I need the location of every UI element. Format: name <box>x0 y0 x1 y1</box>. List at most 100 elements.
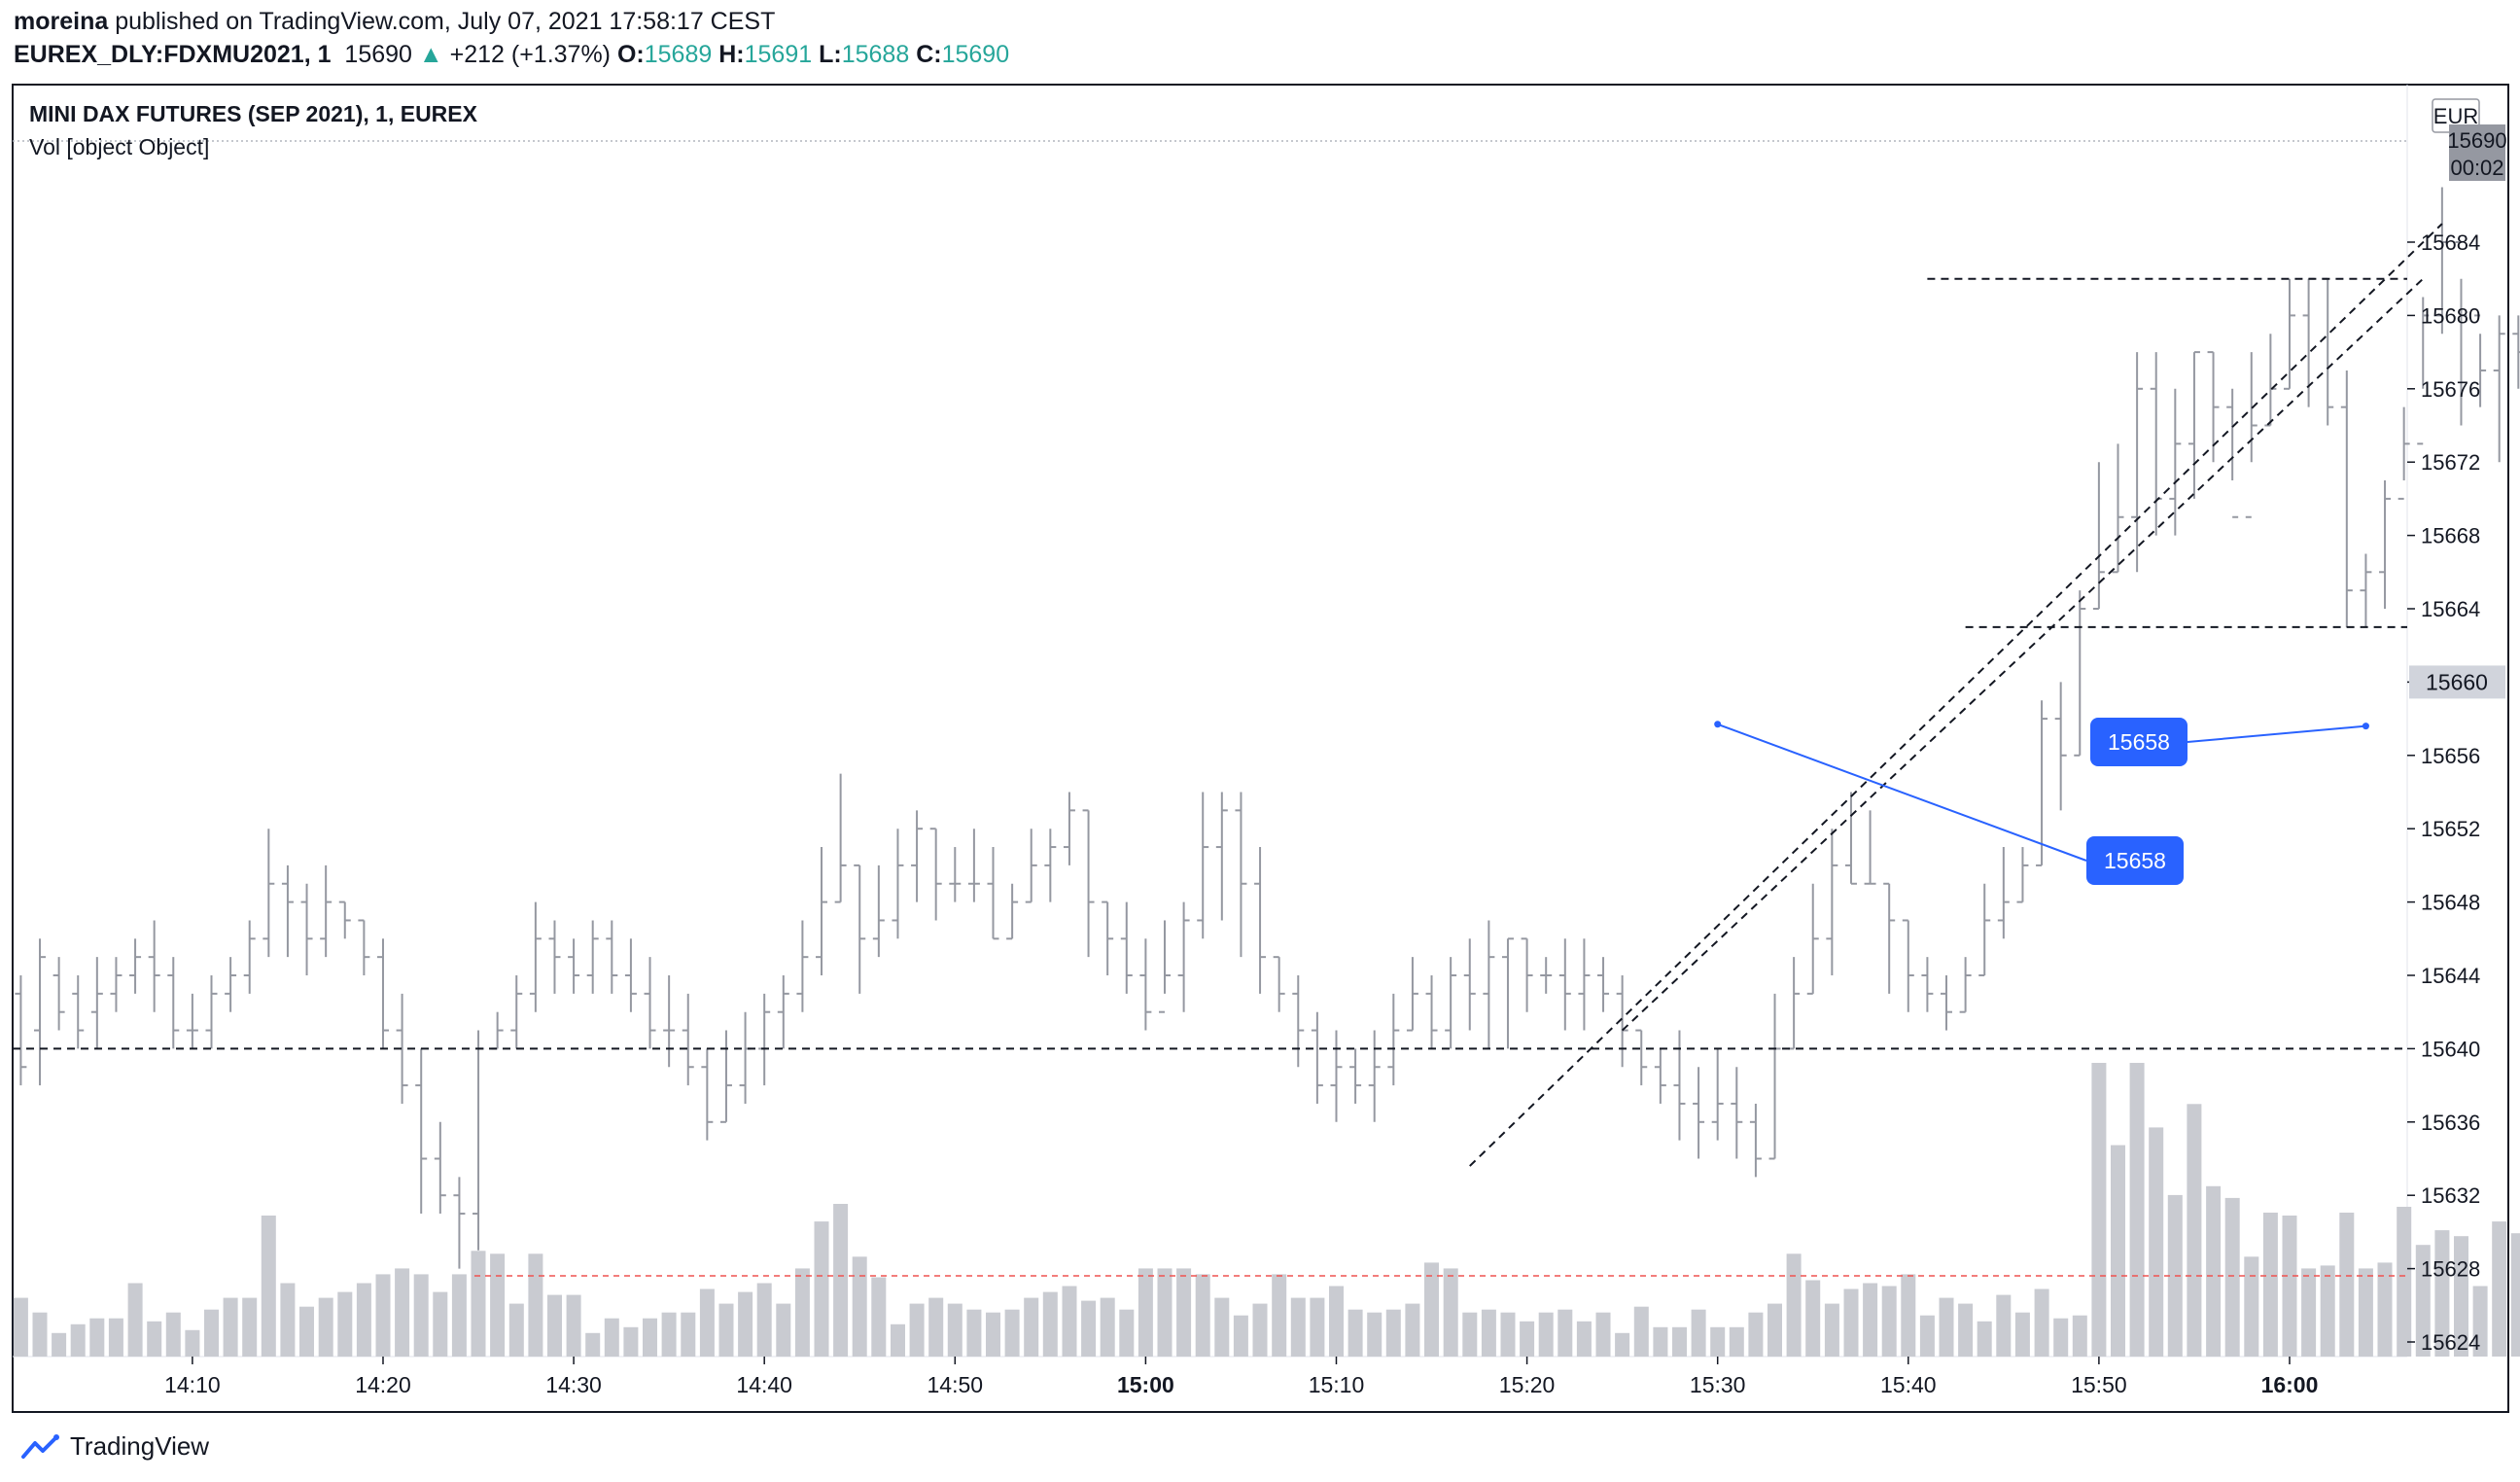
y-tick-label: 15680 <box>2421 303 2480 328</box>
chart-frame <box>12 84 2509 1413</box>
ohlc-bar <box>1978 883 1991 976</box>
volume-bar <box>2454 1236 2468 1357</box>
volume-bar <box>508 1303 524 1357</box>
volume-bar <box>413 1274 429 1357</box>
ohlc-bar <box>929 828 942 921</box>
volume-bar <box>1672 1326 1687 1357</box>
ohlc-bar <box>129 938 142 994</box>
ohlc-bar <box>1044 829 1057 902</box>
x-tick-label: 14:20 <box>355 1372 411 1397</box>
volume-bar <box>2301 1268 2317 1357</box>
volume-bar <box>147 1321 162 1357</box>
ohlc-bar <box>739 1011 752 1104</box>
volume-bar <box>947 1303 962 1357</box>
volume-bar <box>1710 1326 1726 1357</box>
volume-bar <box>1462 1312 1478 1357</box>
open-value: 15689 <box>644 41 713 68</box>
y-tick-label: 15644 <box>2421 964 2480 988</box>
volume-bar <box>471 1251 486 1357</box>
ohlc-bar <box>415 1048 428 1215</box>
volume-bar <box>204 1309 219 1357</box>
price-axis[interactable]: 15624 15628 15632 15636 15640 15644 15648 15652… <box>2407 230 2480 1355</box>
volume-bar <box>2091 1063 2107 1357</box>
ohlc-bar <box>949 847 962 902</box>
callout-b[interactable]: 15658 <box>2090 718 2188 766</box>
volume-bar <box>2397 1207 2412 1357</box>
y-tick-label: 15676 <box>2421 377 2480 402</box>
ohlc-bar <box>2054 682 2067 811</box>
x-tick-label: 15:30 <box>1690 1372 1746 1397</box>
volume-bar <box>966 1309 982 1357</box>
last-price-tag: 15690 00:02 <box>2447 124 2507 181</box>
ohlc-bar <box>376 938 389 1049</box>
legend-title[interactable]: MINI DAX FUTURES (SEP 2021), 1, EUREX <box>29 101 477 126</box>
ohlc-bar <box>1102 900 1114 975</box>
volume-bar <box>1939 1297 1954 1357</box>
ohlc-bar <box>2417 297 2430 445</box>
publish-info: moreina published on TradingView.com, Ju… <box>14 8 775 36</box>
legend-volume[interactable]: Vol [object Object] <box>29 134 210 159</box>
y-tick-label: 15656 <box>2421 744 2480 768</box>
x-tick-label: 15:40 <box>1880 1372 1937 1397</box>
volume-bar <box>70 1323 86 1357</box>
volume-bar <box>280 1283 296 1357</box>
ohlc-bar <box>2036 700 2048 866</box>
ohlc-bar <box>167 957 180 1049</box>
volume-bar <box>185 1329 200 1357</box>
y-tick-label: 15640 <box>2421 1037 2480 1061</box>
y-tick-label: 15624 <box>2421 1330 2480 1355</box>
countdown-timer: 00:02 <box>2450 156 2503 180</box>
ohlc-bar <box>90 957 103 1049</box>
volume-bar <box>928 1297 944 1357</box>
ohlc-bar <box>2207 351 2220 463</box>
volume-bar <box>2224 1197 2240 1357</box>
ohlc-bar <box>72 975 85 1049</box>
ohlc-bar <box>1558 938 1571 1031</box>
author-name: moreina <box>14 8 109 35</box>
callout-a[interactable]: 15658 <box>2086 836 2184 885</box>
x-tick-label: 14:30 <box>545 1372 602 1397</box>
volume-bar <box>2149 1127 2164 1357</box>
volume-bar <box>1576 1321 1592 1357</box>
volume-bar <box>2014 1312 2030 1357</box>
volume-bar <box>1348 1309 1363 1357</box>
time-axis[interactable]: 14:10 14:20 14:30 14:40 14:50 15:00 15:10 15:20… <box>164 1357 2318 1397</box>
ohlc-bar <box>1483 920 1495 1049</box>
volume-bar <box>2377 1262 2393 1357</box>
volume-bar <box>1385 1309 1401 1357</box>
volume-bar <box>1500 1312 1516 1357</box>
volume-bar <box>108 1318 123 1357</box>
volume-bar <box>1996 1294 2012 1357</box>
volume-bar <box>871 1277 887 1357</box>
low-label: L: <box>819 41 842 68</box>
ohlc-bar <box>1501 937 1514 1049</box>
currency-box[interactable]: EUR <box>2432 98 2480 133</box>
open-label: O: <box>616 41 645 68</box>
volume-bar <box>165 1312 181 1357</box>
volume-bar <box>52 1332 67 1357</box>
volume-bar <box>1100 1297 1115 1357</box>
volume-bar <box>1595 1312 1611 1357</box>
volume-bar <box>738 1291 753 1357</box>
ohlc-bar <box>2340 370 2353 627</box>
volume-bar <box>1786 1253 1802 1357</box>
marked-price-tag: 15660 <box>2409 665 2505 699</box>
ohlc-bar <box>1330 1030 1343 1122</box>
ohlc-bar <box>243 920 256 994</box>
volume-bar <box>1768 1303 1782 1357</box>
volume-bar <box>2244 1256 2259 1357</box>
volume-bar <box>2434 1230 2450 1357</box>
ohlc-bar <box>2322 277 2334 426</box>
volume-bar <box>1424 1262 1439 1357</box>
ohlc-bar <box>1292 975 1305 1068</box>
ohlc-bar <box>1806 883 1819 995</box>
volume-bar <box>756 1283 772 1357</box>
y-tick-label: 15664 <box>2421 597 2480 621</box>
x-tick-label: 15:20 <box>1499 1372 1556 1397</box>
ohlc-bar <box>1864 810 1876 885</box>
volume-bar <box>2262 1213 2278 1357</box>
last-price-tag-value: 15690 <box>2447 128 2506 153</box>
footer-brand[interactable]: TradingView <box>21 1431 209 1462</box>
price-change: +212 (+1.37%) <box>449 41 612 68</box>
